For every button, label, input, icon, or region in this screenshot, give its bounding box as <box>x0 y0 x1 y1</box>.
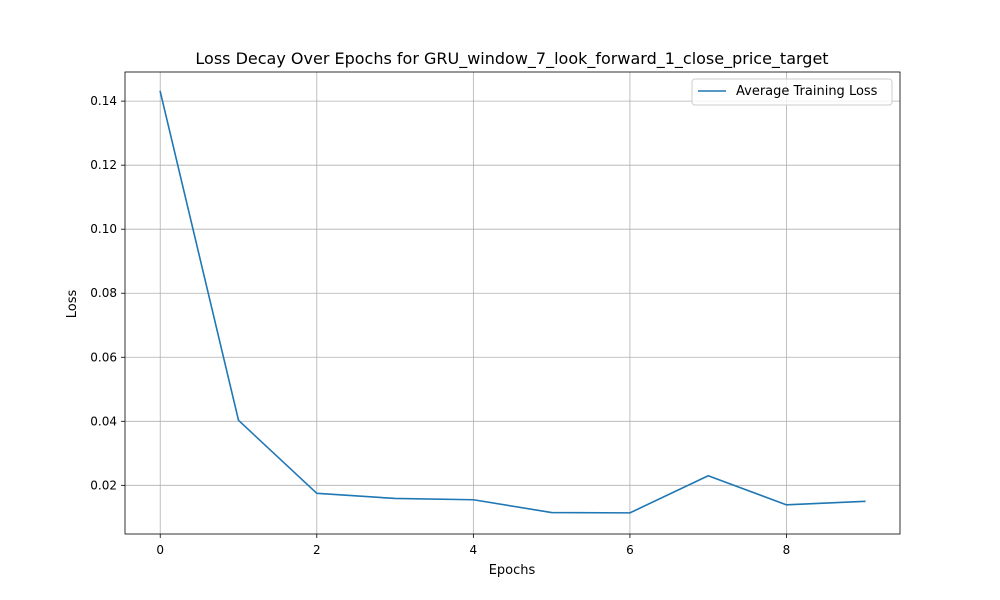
x-axis-ticks: 0 2 4 6 8 <box>156 534 790 557</box>
y-tick-label: 0.10 <box>90 222 117 236</box>
x-tick-label: 8 <box>783 543 791 557</box>
x-tick-label: 4 <box>470 543 478 557</box>
chart-title: Loss Decay Over Epochs for GRU_window_7_… <box>195 49 828 69</box>
y-tick-label: 0.06 <box>90 350 117 364</box>
legend: Average Training Loss <box>691 78 893 106</box>
x-axis-label: Epochs <box>489 563 536 578</box>
series-layer <box>159 90 866 514</box>
y-tick-label: 0.02 <box>90 478 117 492</box>
y-axis-ticks: 0.02 0.04 0.06 0.08 0.10 0.12 0.14 <box>90 94 125 492</box>
y-tick-label: 0.14 <box>90 94 117 108</box>
x-tick-label: 6 <box>626 543 634 557</box>
plot-frame <box>124 71 901 535</box>
legend-label: Average Training Loss <box>736 84 878 99</box>
x-tick-label: 0 <box>156 543 164 557</box>
y-axis-label: Loss <box>65 290 80 319</box>
x-tick-label: 2 <box>313 543 321 557</box>
legend-box <box>691 78 893 106</box>
series-line <box>159 90 866 514</box>
y-tick-label: 0.08 <box>90 286 117 300</box>
grid <box>125 72 900 534</box>
y-tick-label: 0.04 <box>90 414 117 428</box>
y-tick-label: 0.12 <box>90 158 117 172</box>
